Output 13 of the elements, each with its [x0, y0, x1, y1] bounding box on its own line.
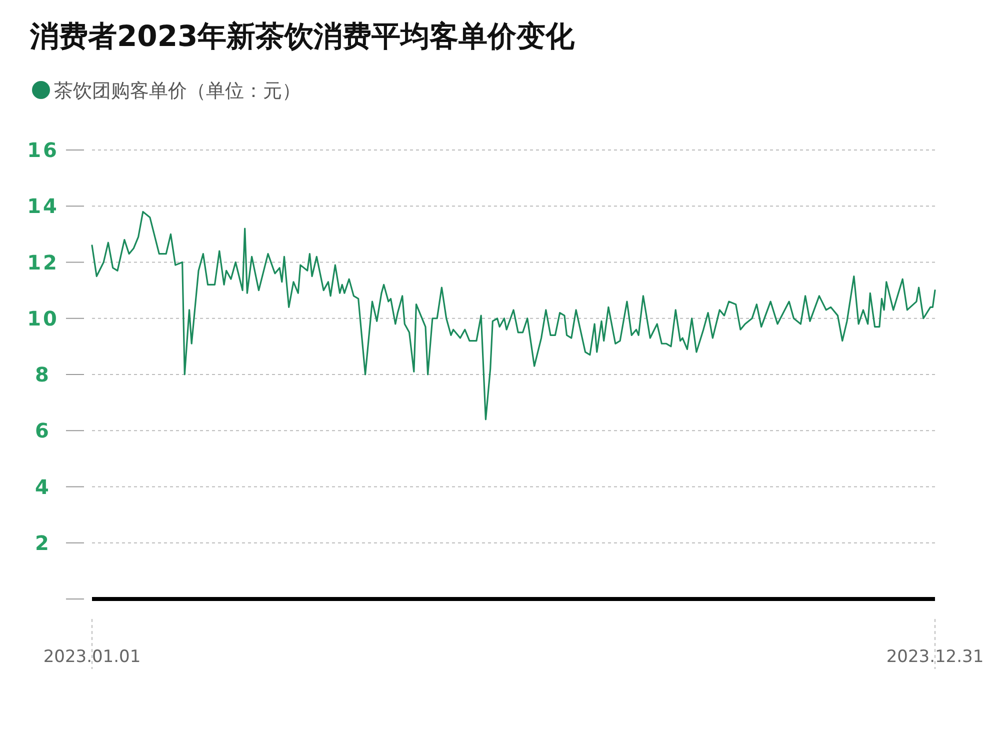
x-tick-label: 2023.01.01	[43, 647, 141, 667]
legend-label: 茶饮团购客单价（单位：元）	[54, 80, 301, 102]
y-tick-label: 4	[35, 474, 51, 499]
y-tick-label: 14	[27, 194, 59, 218]
y-tick-label: 6	[35, 418, 51, 443]
y-tick-label: 16	[27, 138, 59, 162]
y-tick-label: 2	[35, 530, 51, 555]
chart-title: 消费者2023年新茶饮消费平均客单价变化	[29, 19, 576, 53]
y-tick-label: 10	[27, 306, 59, 330]
y-tick-label: 8	[35, 362, 51, 386]
x-tick-label: 2023.12.31	[886, 647, 984, 667]
y-tick-label: 12	[27, 250, 59, 274]
line-series	[91, 210, 936, 420]
